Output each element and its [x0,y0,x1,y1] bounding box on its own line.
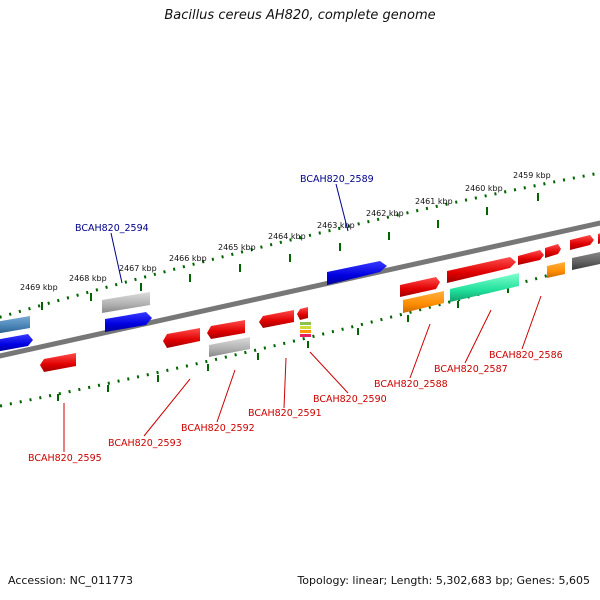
gene-2590-stack-orange[interactable] [300,330,311,333]
top-leaders [110,183,349,284]
gene-red-c[interactable] [518,250,544,265]
gene-2591[interactable] [259,310,294,328]
tick-label-2462: 2462 kbp [366,209,404,218]
tick-label-2466: 2466 kbp [169,254,207,263]
tick-label-2464: 2464 kbp [268,232,306,241]
tick-label-2465: 2465 kbp [218,243,256,252]
gene-2592-gray[interactable] [209,337,250,357]
gene-2590-stack-yellow[interactable] [300,326,311,329]
gene-2590-stack-green[interactable] [300,322,311,325]
tick-label-2459: 2459 kbp [513,171,551,180]
gene-gray-2594[interactable] [102,292,150,313]
tick-label-2467: 2467 kbp [119,264,157,273]
gene-red-b[interactable] [447,257,516,283]
gene-2592-red[interactable] [207,320,245,339]
gene-label-2592[interactable]: BCAH820_2592 [181,423,255,434]
genome-title: Bacillus cereus AH820, complete genome [164,8,436,23]
gene-label-2590[interactable]: BCAH820_2590 [313,394,387,405]
tick-label-2460: 2460 kbp [465,184,503,193]
gene-steelblue[interactable] [0,316,30,334]
upper-ruler [0,171,600,319]
gene-label-2594[interactable]: BCAH820_2594 [75,223,149,234]
gene-red-d[interactable] [545,244,561,258]
gene-label-2591[interactable]: BCAH820_2591 [248,408,322,419]
gene-blue-2594[interactable] [105,312,152,332]
gene-2588[interactable] [403,291,444,313]
tick-label-2461: 2461 kbp [415,197,453,206]
genome-summary-text: Topology: linear; Length: 5,302,683 bp; … [297,574,590,587]
genome-backbone [0,220,600,359]
gene-2590-small[interactable] [297,307,308,320]
gene-red-a[interactable] [400,277,440,297]
tick-label-2463: 2463 kbp [317,221,355,230]
gene-2593-red[interactable] [163,328,200,348]
gene-label-2588[interactable]: BCAH820_2588 [374,379,448,390]
upper-ruler-ticks [41,193,539,310]
tick-label-2469: 2469 kbp [20,283,58,292]
gene-2586[interactable] [547,262,565,278]
gene-label-2595[interactable]: BCAH820_2595 [28,453,102,464]
gene-dark[interactable] [572,251,600,270]
gene-label-2593[interactable]: BCAH820_2593 [108,438,182,449]
accession-text: Accession: NC_011773 [8,574,134,587]
gene-blue-left[interactable] [0,334,33,352]
forward-strand-genes [0,233,600,352]
gene-2590-stack-magenta[interactable] [300,334,311,337]
bottom-leaders [63,295,542,452]
gene-red-e[interactable] [570,235,594,250]
lower-ruler-ticks [57,286,509,401]
gene-label-2587[interactable]: BCAH820_2587 [434,364,508,375]
tick-label-2468: 2468 kbp [69,274,107,283]
gene-blue-2589[interactable] [327,261,387,285]
gene-2587[interactable] [450,273,519,302]
reverse-strand-genes [40,251,600,372]
gene-label-2589[interactable]: BCAH820_2589 [300,174,374,185]
gene-2595[interactable] [40,353,76,372]
gene-label-2586[interactable]: BCAH820_2586 [489,350,563,361]
